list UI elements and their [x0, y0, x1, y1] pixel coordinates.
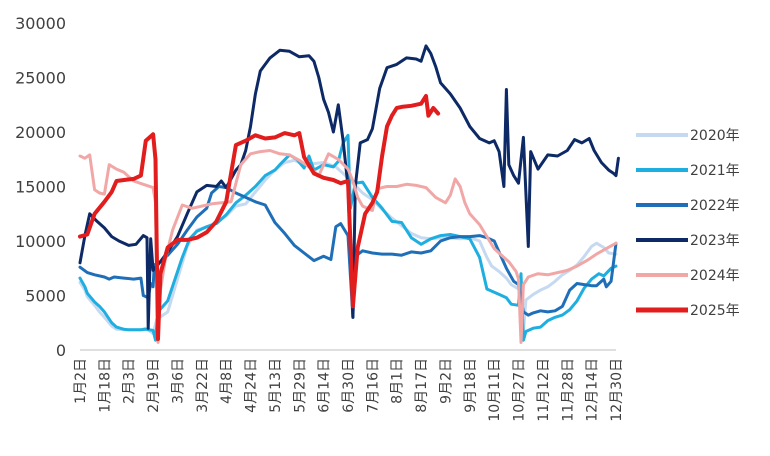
x-tick-label: 2月19日 — [146, 358, 162, 413]
y-tick-label: 30000 — [15, 14, 66, 33]
x-tick-label: 4月24日 — [244, 358, 260, 413]
x-tick-label: 12月14日 — [585, 358, 601, 422]
legend: 2020年 2021年 2022年 2023年 2024年 2025年 — [636, 128, 740, 319]
y-tick-label: 5000 — [25, 287, 66, 306]
x-tick-label: 7月16日 — [365, 358, 381, 413]
y-tick-label: 0 — [56, 341, 66, 360]
x-tick-label: 9月2日 — [438, 358, 454, 404]
x-tick-label: 5月13日 — [268, 358, 284, 413]
x-tick-label: 10月11日 — [487, 358, 503, 422]
x-tick-label: 1月2日 — [73, 358, 89, 404]
legend-label: 2023年 — [690, 233, 740, 249]
series-line-6 — [78, 94, 441, 342]
y-tick-label: 25000 — [15, 69, 66, 88]
x-tick-label: 3月22日 — [195, 358, 211, 413]
x-tick-label: 2月3日 — [122, 358, 138, 404]
legend-label: 2024年 — [690, 268, 740, 284]
x-tick-label: 8月17日 — [414, 358, 430, 413]
x-tick-label: 1月18日 — [97, 358, 113, 413]
x-tick-label: 8月1日 — [390, 358, 406, 404]
series-layer — [78, 44, 620, 344]
x-tick-label: 11月28日 — [560, 358, 576, 422]
x-tick-label: 10月27日 — [512, 358, 528, 422]
legend-label: 2025年 — [690, 303, 740, 319]
x-tick-label: 12月30日 — [609, 358, 625, 422]
series-line-4 — [78, 44, 620, 330]
x-tick-label: 3月6日 — [170, 358, 186, 404]
legend-label: 2020年 — [690, 128, 740, 144]
legend-label: 2021年 — [690, 163, 740, 179]
series-line-2 — [78, 133, 618, 342]
x-tick-label: 11月12日 — [536, 358, 552, 422]
y-axis: 0 5000 10000 15000 20000 25000 30000 — [15, 14, 66, 360]
x-tick-label: 5月29日 — [292, 358, 308, 413]
y-tick-label: 15000 — [15, 178, 66, 197]
y-tick-label: 10000 — [15, 232, 66, 251]
x-tick-label: 4月8日 — [219, 358, 235, 404]
y-tick-label: 20000 — [15, 123, 66, 142]
legend-label: 2022年 — [690, 198, 740, 214]
x-axis: 1月2日 1月18日 2月3日 2月19日 3月6日 3月22日 4月8日 4月24日 5月13… — [73, 349, 625, 422]
x-tick-label: 9月18日 — [463, 358, 479, 413]
x-tick-label: 6月30日 — [341, 358, 357, 413]
x-tick-label: 6月14日 — [317, 358, 333, 413]
